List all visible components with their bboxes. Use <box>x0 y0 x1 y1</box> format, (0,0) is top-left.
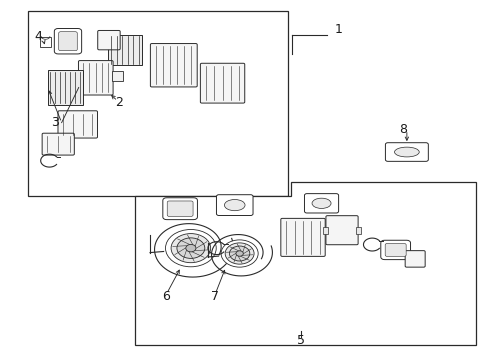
Bar <box>323 227 327 234</box>
Text: 8: 8 <box>398 123 406 136</box>
FancyBboxPatch shape <box>216 195 252 216</box>
Circle shape <box>185 244 196 252</box>
Bar <box>47 71 82 104</box>
FancyBboxPatch shape <box>380 240 410 260</box>
FancyBboxPatch shape <box>42 133 74 155</box>
FancyBboxPatch shape <box>405 251 424 267</box>
Bar <box>40 37 51 47</box>
FancyBboxPatch shape <box>167 201 193 216</box>
Circle shape <box>171 234 210 263</box>
Bar <box>355 227 360 234</box>
FancyBboxPatch shape <box>304 194 338 213</box>
FancyBboxPatch shape <box>200 63 244 103</box>
FancyBboxPatch shape <box>54 28 81 54</box>
FancyBboxPatch shape <box>385 143 427 161</box>
FancyBboxPatch shape <box>98 31 120 50</box>
Ellipse shape <box>394 147 418 157</box>
Text: 5: 5 <box>296 334 304 347</box>
Bar <box>27 12 288 196</box>
Polygon shape <box>135 182 475 345</box>
Bar <box>108 35 142 66</box>
FancyBboxPatch shape <box>150 44 197 87</box>
Text: 1: 1 <box>334 23 342 36</box>
FancyBboxPatch shape <box>385 243 406 256</box>
Circle shape <box>224 243 254 264</box>
Circle shape <box>177 238 204 258</box>
FancyBboxPatch shape <box>280 219 325 256</box>
Text: 2: 2 <box>115 96 123 109</box>
Bar <box>112 71 122 81</box>
Text: 6: 6 <box>162 290 170 303</box>
FancyBboxPatch shape <box>78 60 113 95</box>
FancyBboxPatch shape <box>59 32 77 51</box>
FancyBboxPatch shape <box>58 111 97 138</box>
Text: 3: 3 <box>51 116 59 129</box>
Text: 7: 7 <box>211 290 219 303</box>
Circle shape <box>229 246 249 261</box>
Text: 4: 4 <box>34 30 42 43</box>
FancyBboxPatch shape <box>325 216 357 245</box>
FancyBboxPatch shape <box>163 198 197 220</box>
Circle shape <box>165 229 216 267</box>
Ellipse shape <box>224 199 244 211</box>
Ellipse shape <box>311 198 330 208</box>
Circle shape <box>235 251 243 256</box>
Circle shape <box>221 240 258 267</box>
